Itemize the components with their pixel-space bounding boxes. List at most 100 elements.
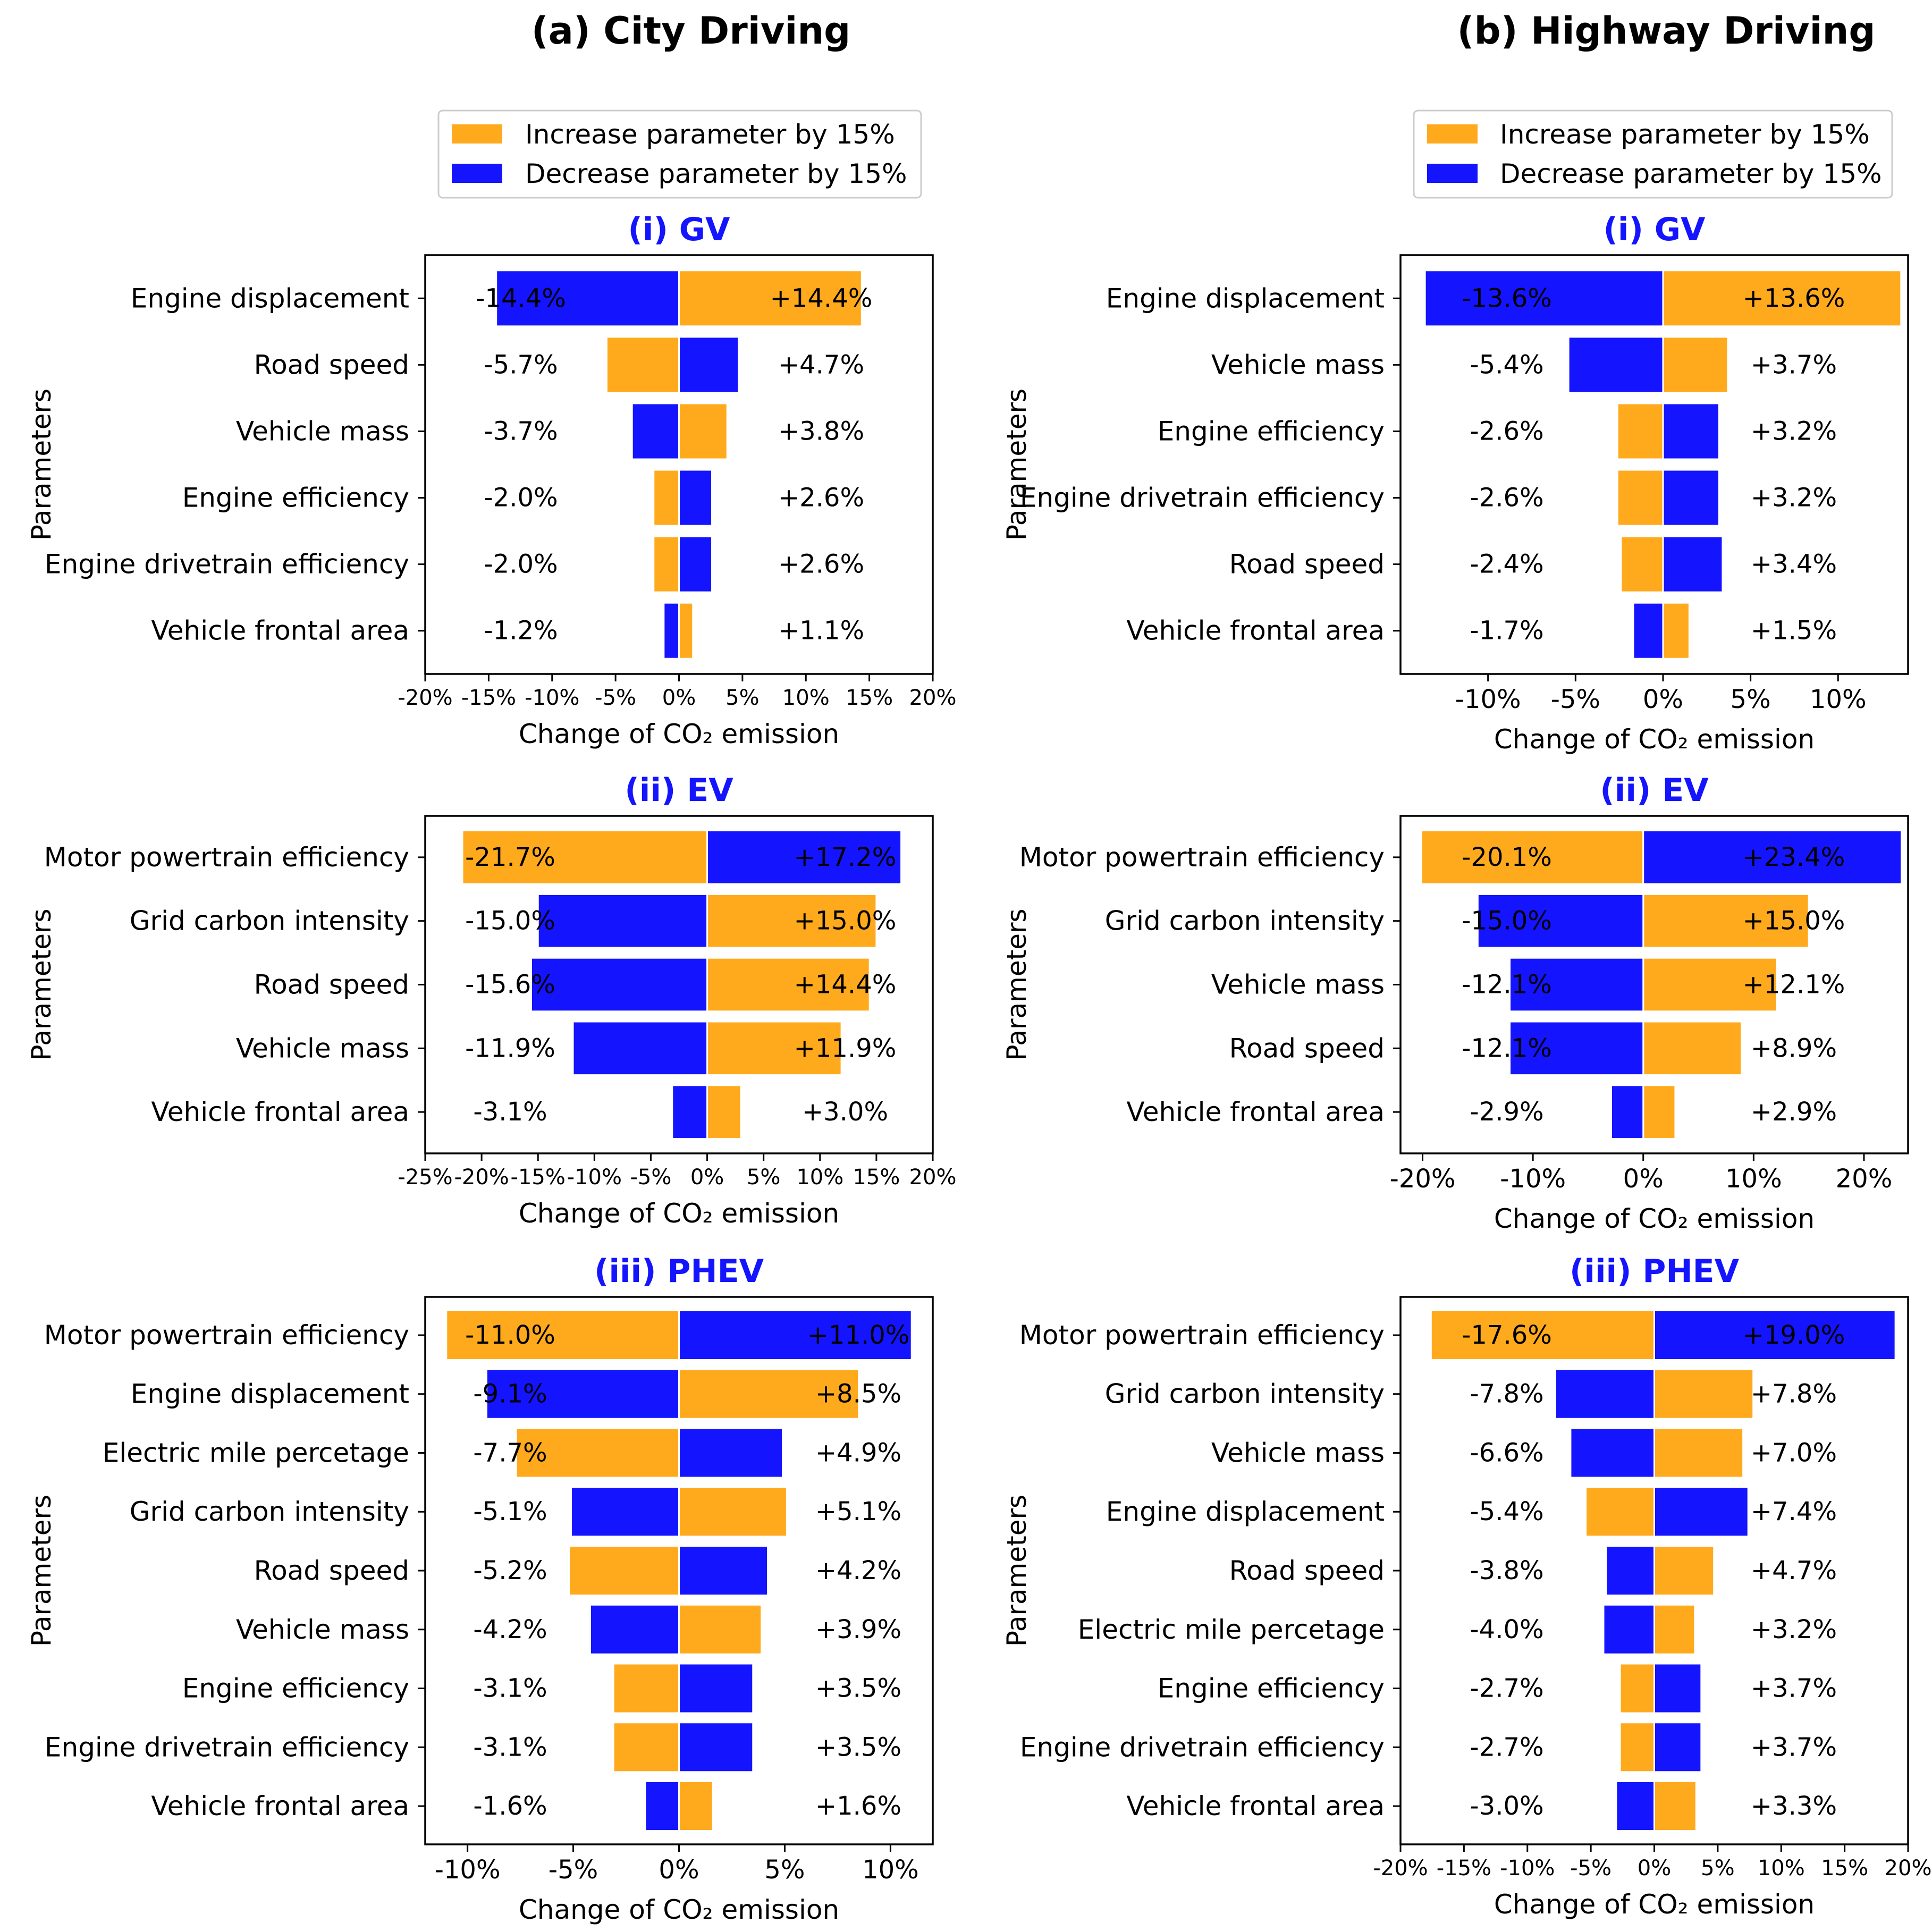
data-label-right: +17.2% [794, 842, 897, 872]
bar-increase-1 [706, 893, 878, 949]
category-label: Vehicle mass [1211, 349, 1385, 380]
bar-increase-0 [1420, 830, 1644, 885]
data-label-left: -11.9% [465, 1033, 555, 1063]
x-tick-label: -5% [549, 1855, 598, 1885]
data-label-left: -5.2% [473, 1556, 547, 1586]
data-label-left: -3.1% [473, 1732, 547, 1762]
bar-increase-4 [1653, 1545, 1715, 1597]
data-label-right: +3.2% [1751, 483, 1837, 513]
data-label-left: -14.4% [476, 283, 566, 313]
bar-decrease-0 [1424, 269, 1664, 327]
data-label-right: +3.9% [815, 1615, 901, 1645]
bar-decrease-1 [678, 336, 740, 394]
data-label-right: +4.7% [778, 350, 864, 380]
data-label-left: -4.2% [473, 1615, 547, 1645]
category-label: Vehicle frontal area [1126, 615, 1385, 646]
x-axis-label: Change of CO₂ emission [1494, 1203, 1815, 1234]
category-label: Vehicle mass [1211, 969, 1385, 1000]
panel-5: (iii) PHEV Motor powertrain efficiency -17… [1001, 1253, 1931, 1920]
panel-title: (i) GV [1604, 211, 1706, 248]
x-tick-label: 0% [1643, 685, 1683, 714]
legend-label-decrease: Decrease parameter by 15% [1500, 158, 1882, 189]
data-label-left: -1.2% [484, 616, 558, 646]
category-label: Road speed [254, 349, 409, 380]
bar-decrease-2 [1509, 957, 1644, 1013]
data-label-right: +2.6% [778, 483, 864, 513]
x-tick-label: 5% [747, 1165, 780, 1190]
bar-decrease-4 [1662, 535, 1724, 593]
legend-swatch-increase [452, 124, 502, 144]
x-tick-label: 20% [909, 1165, 957, 1190]
bar-increase-2 [1642, 957, 1778, 1013]
bar-decrease-5 [1632, 602, 1664, 660]
data-label-left: -3.8% [1470, 1556, 1543, 1586]
category-label: Engine drivetrain efficiency [45, 1732, 409, 1763]
bar-increase-2 [1653, 1427, 1744, 1479]
bar-decrease-5 [589, 1604, 680, 1655]
bar-decrease-3 [572, 1021, 708, 1076]
data-label-right: +8.9% [1751, 1033, 1837, 1063]
data-label-right: +3.3% [1751, 1791, 1837, 1821]
bar-decrease-7 [678, 1722, 754, 1773]
data-label-right: +7.0% [1751, 1438, 1837, 1468]
data-label-left: -21.7% [465, 842, 555, 872]
data-label-right: +11.0% [807, 1320, 910, 1350]
bar-decrease-2 [678, 1427, 783, 1479]
x-tick-label: -20% [1373, 1856, 1428, 1881]
x-tick-label: 20% [1885, 1856, 1932, 1881]
x-tick-label: -20% [1390, 1164, 1456, 1194]
data-label-left: -3.7% [484, 416, 558, 446]
x-tick-label: -20% [398, 686, 452, 710]
bar-decrease-0 [678, 1309, 913, 1361]
panel-0: (i) GV Engine displacement -14.4% +14.4% Roa… [26, 211, 956, 749]
data-label-right: +7.8% [1751, 1379, 1837, 1409]
bar-increase-3 [1585, 1486, 1655, 1538]
data-label-right: +15.0% [794, 906, 897, 936]
data-label-right: +3.2% [1751, 416, 1837, 446]
x-tick-label: 0% [1623, 1164, 1664, 1194]
panel-3: (i) GV Engine displacement -13.6% +13.6% Veh… [1001, 211, 1909, 755]
data-label-left: -3.1% [473, 1097, 547, 1127]
x-tick-label: 10% [1810, 685, 1867, 714]
category-label: Vehicle mass [1211, 1437, 1385, 1468]
data-label-right: +7.4% [1751, 1497, 1837, 1527]
bar-decrease-8 [644, 1780, 680, 1832]
data-label-left: -2.4% [1470, 550, 1543, 579]
bar-increase-4 [1642, 1084, 1676, 1140]
bar-increase-0 [461, 830, 708, 885]
bar-decrease-3 [1509, 1021, 1644, 1076]
panel-title: (ii) EV [1600, 772, 1709, 809]
y-axis-label: Parameters [26, 389, 57, 541]
bar-increase-8 [678, 1780, 714, 1832]
bar-increase-2 [1616, 402, 1664, 460]
bar-increase-4 [1620, 535, 1664, 593]
legend-swatch-increase [1427, 124, 1478, 144]
data-label-left: -15.0% [465, 906, 555, 936]
data-label-left: -7.8% [1470, 1379, 1543, 1409]
data-label-right: +11.9% [794, 1033, 897, 1063]
category-label: Vehicle mass [236, 1033, 409, 1064]
data-label-right: +14.4% [770, 283, 873, 313]
data-label-right: +19.0% [1743, 1320, 1845, 1350]
bar-increase-5 [678, 602, 694, 660]
data-label-left: -11.0% [465, 1320, 555, 1350]
legend-label-increase: Increase parameter by 15% [1500, 119, 1870, 150]
category-label: Engine displacement [1106, 1496, 1385, 1527]
panel-2: (iii) PHEV Motor powertrain efficiency -11… [26, 1253, 934, 1925]
panels: (i) GV Engine displacement -14.4% +14.4% Roa… [26, 211, 1931, 1925]
data-label-left: -9.1% [473, 1379, 547, 1409]
data-label-right: +3.7% [1751, 1674, 1837, 1704]
category-label: Vehicle frontal area [1126, 1097, 1385, 1127]
data-label-right: +15.0% [1743, 906, 1845, 936]
bar-increase-4 [653, 535, 680, 593]
data-label-right: +14.4% [794, 970, 897, 1000]
data-label-right: +5.1% [815, 1497, 901, 1527]
bar-decrease-1 [537, 893, 708, 949]
bar-decrease-6 [1653, 1663, 1702, 1714]
bar-decrease-2 [530, 957, 708, 1013]
data-label-right: +12.1% [1743, 970, 1845, 1000]
data-label-right: +2.9% [1751, 1097, 1837, 1127]
x-tick-label: -10% [435, 1855, 501, 1885]
data-label-right: +3.5% [815, 1674, 901, 1704]
